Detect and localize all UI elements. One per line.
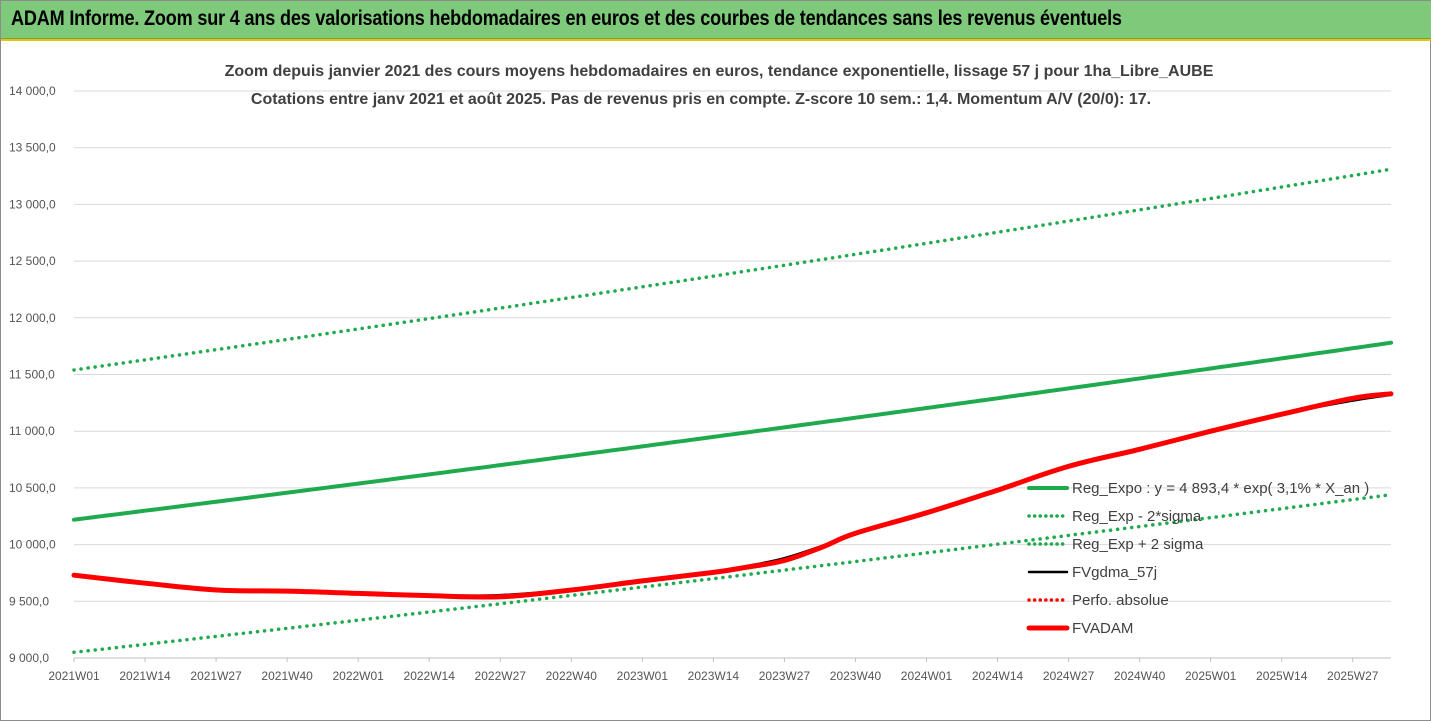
x-tick-label: 2021W14 — [119, 669, 171, 683]
y-tick-label: 13 500,0 — [9, 141, 56, 155]
x-tick-label: 2023W14 — [688, 669, 740, 683]
legend-label: Reg_Expo : y = 4 893,4 * exp( 3,1% * X_a… — [1072, 480, 1369, 497]
y-tick-label: 11 000,0 — [9, 424, 55, 438]
axes: 9 000,0 9 500,0 10 000,0 10 500,0 11 000,0 11… — [9, 84, 1391, 683]
y-tick-label: 12 000,0 — [9, 311, 56, 325]
y-tick-label: 10 000,0 — [9, 538, 56, 552]
y-tick-label: 10 500,0 — [9, 481, 56, 495]
x-tick-label: 2025W01 — [1185, 669, 1237, 683]
x-tick-label: 2024W40 — [1114, 669, 1166, 683]
legend-label: FVgdma_57j — [1072, 564, 1157, 581]
x-tick-label: 2022W27 — [475, 669, 527, 683]
chart-title: Zoom depuis janvier 2021 des cours moyen… — [225, 63, 1214, 80]
chart-area: 9 000,0 9 500,0 10 000,0 10 500,0 11 000,0 11… — [1, 39, 1431, 722]
line-chart: 9 000,0 9 500,0 10 000,0 10 500,0 11 000,0 11… — [9, 63, 1394, 683]
x-tick-label: 2023W01 — [617, 669, 669, 683]
x-tick-label: 2021W27 — [190, 669, 242, 683]
x-tick-label: 2024W27 — [1043, 669, 1095, 683]
x-tick-label: 2021W40 — [261, 669, 313, 683]
x-tick-label: 2024W01 — [901, 669, 953, 683]
legend-label: Reg_Exp + 2 sigma — [1072, 536, 1204, 553]
y-tick-label: 13 000,0 — [9, 197, 56, 211]
legend-label: Perfo. absolue — [1072, 592, 1169, 609]
x-tick-label: 2022W40 — [546, 669, 598, 683]
x-tick-label: 2022W14 — [404, 669, 456, 683]
x-tick-label: 2024W14 — [972, 669, 1024, 683]
y-tick-label: 12 500,0 — [9, 254, 56, 268]
series-line-2 — [72, 167, 1393, 372]
y-tick-label: 9 000,0 — [9, 651, 49, 665]
chart-subtitle: Cotations entre janv 2021 et août 2025. … — [251, 91, 1151, 108]
x-tick-label: 2023W27 — [759, 669, 811, 683]
legend: Reg_Expo : y = 4 893,4 * exp( 3,1% * X_a… — [1026, 480, 1369, 637]
banner-title: ADAM Informe. Zoom sur 4 ans des valoris… — [11, 7, 1122, 30]
series-line-0 — [72, 340, 1393, 522]
legend-label: Reg_Exp - 2*sigma — [1072, 508, 1202, 525]
grid-lines — [74, 90, 1391, 659]
y-tick-label: 11 500,0 — [9, 368, 55, 382]
series-lines — [71, 167, 1394, 655]
y-tick-label: 14 000,0 — [9, 84, 56, 98]
x-tick-label: 2025W27 — [1327, 669, 1379, 683]
legend-label: FVADAM — [1072, 620, 1133, 637]
x-tick-label: 2022W01 — [332, 669, 384, 683]
y-tick-label: 9 500,0 — [9, 594, 49, 608]
series-line-5 — [71, 391, 1394, 600]
x-tick-label: 2021W01 — [48, 669, 100, 683]
report-banner: ADAM Informe. Zoom sur 4 ans des valoris… — [1, 1, 1431, 39]
series-line-1 — [72, 492, 1393, 655]
x-tick-label: 2023W40 — [830, 669, 882, 683]
x-tick-label: 2025W14 — [1256, 669, 1308, 683]
